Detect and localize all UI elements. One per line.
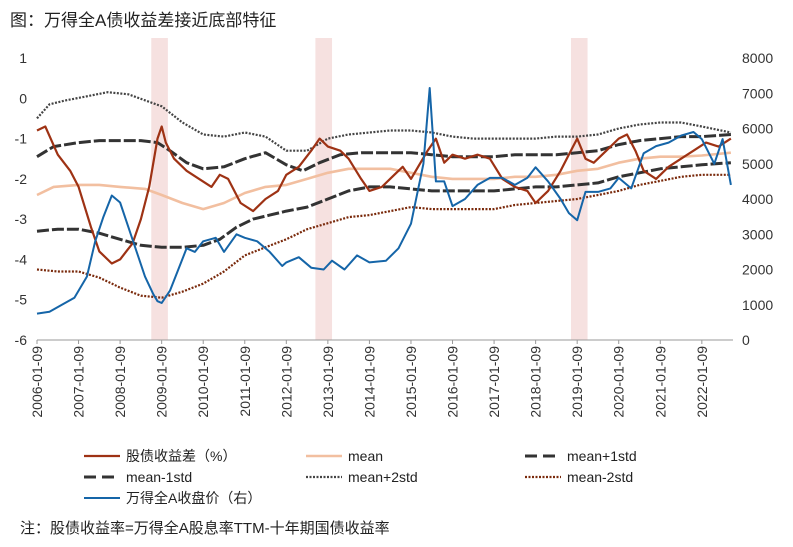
x-tick-label: 2007-01-09 — [71, 346, 87, 418]
x-tick-label: 2011-01-09 — [237, 346, 253, 417]
y-right-tick-label: 1000 — [742, 297, 773, 313]
x-tick-label: 2022-01-09 — [694, 346, 710, 418]
x-tick-label: 2009-01-09 — [154, 346, 170, 418]
axes: 1 0 -1 -2 -3 -4 -5 -6 8000 7000 6000 5000 4000 3000 20… — [15, 50, 774, 418]
y-right-tick-label: 0 — [742, 332, 750, 348]
series-line-std2 — [36, 91, 732, 152]
series-line-std1 — [36, 133, 732, 173]
y-left-tick-label: -4 — [15, 251, 28, 267]
footnote: 注：股债收益率=万得全A股息率TTM-十年期国债收益率 — [20, 520, 390, 537]
legend-label-std1n: mean-1std — [126, 469, 192, 485]
y-right-tick-label: 8000 — [742, 50, 773, 66]
y-left-tick-label: -2 — [15, 171, 28, 187]
legend-label-spread: 股债收益差（%） — [126, 448, 236, 464]
series-line-stdm2 — [36, 173, 731, 299]
legend-label-stdm2: mean-2std — [567, 469, 633, 485]
shaded-period-0 — [151, 38, 168, 340]
x-tick-label: 2020-01-09 — [611, 346, 627, 418]
y-left-tick-label: 1 — [19, 50, 27, 66]
y-right-tick-label: 6000 — [742, 121, 773, 137]
x-tick-label: 2016-01-09 — [445, 346, 461, 418]
x-tick-label: 2019-01-09 — [569, 346, 585, 418]
legend-label-std2: mean+2std — [348, 469, 418, 485]
series-line-index — [36, 87, 732, 315]
y-left-tick-label: -3 — [15, 211, 28, 227]
shaded-period-2 — [570, 38, 588, 340]
y-right-tick-label: 4000 — [742, 191, 773, 207]
shaded-periods — [151, 38, 588, 340]
y-left-tick-label: -1 — [15, 131, 28, 147]
y-right-tick-label: 3000 — [742, 226, 773, 242]
series-line-spread — [36, 125, 732, 265]
legend-label-mean: mean — [348, 448, 383, 464]
x-tick-label: 2010-01-09 — [195, 346, 211, 418]
y-left-tick-label: -6 — [15, 332, 28, 348]
x-tick-label: 2013-01-09 — [320, 346, 336, 418]
y-right-tick-label: 7000 — [742, 85, 773, 101]
legend-label-index: 万得全A收盘价（右） — [126, 490, 261, 506]
y-right-tick-label: 2000 — [742, 262, 773, 278]
y-left-tick-label: 0 — [19, 90, 27, 106]
legend-label-std1: mean+1std — [567, 448, 637, 464]
series-line-mean — [36, 151, 732, 211]
x-tick-label: 2012-01-09 — [278, 346, 294, 418]
x-tick-label: 2006-01-09 — [29, 346, 45, 418]
x-tick-label: 2015-01-09 — [403, 346, 419, 418]
x-tick-label: 2017-01-09 — [486, 346, 502, 418]
figure-title: 图：万得全A债收益差接近底部特征 — [10, 11, 277, 30]
x-tick-label: 2021-01-09 — [652, 346, 668, 418]
x-tick-label: 2018-01-09 — [528, 346, 544, 418]
series-line-std1n — [36, 161, 732, 249]
x-tick-label: 2008-01-09 — [112, 346, 128, 418]
x-tick-label: 2014-01-09 — [361, 346, 377, 418]
series-lines — [36, 87, 732, 315]
legend: 股债收益差（%） mean mean+1std mean-1std mean+2std m… — [84, 448, 637, 506]
y-right-tick-label: 5000 — [742, 156, 773, 172]
shaded-period-1 — [315, 38, 333, 340]
y-left-tick-label: -5 — [15, 292, 28, 308]
